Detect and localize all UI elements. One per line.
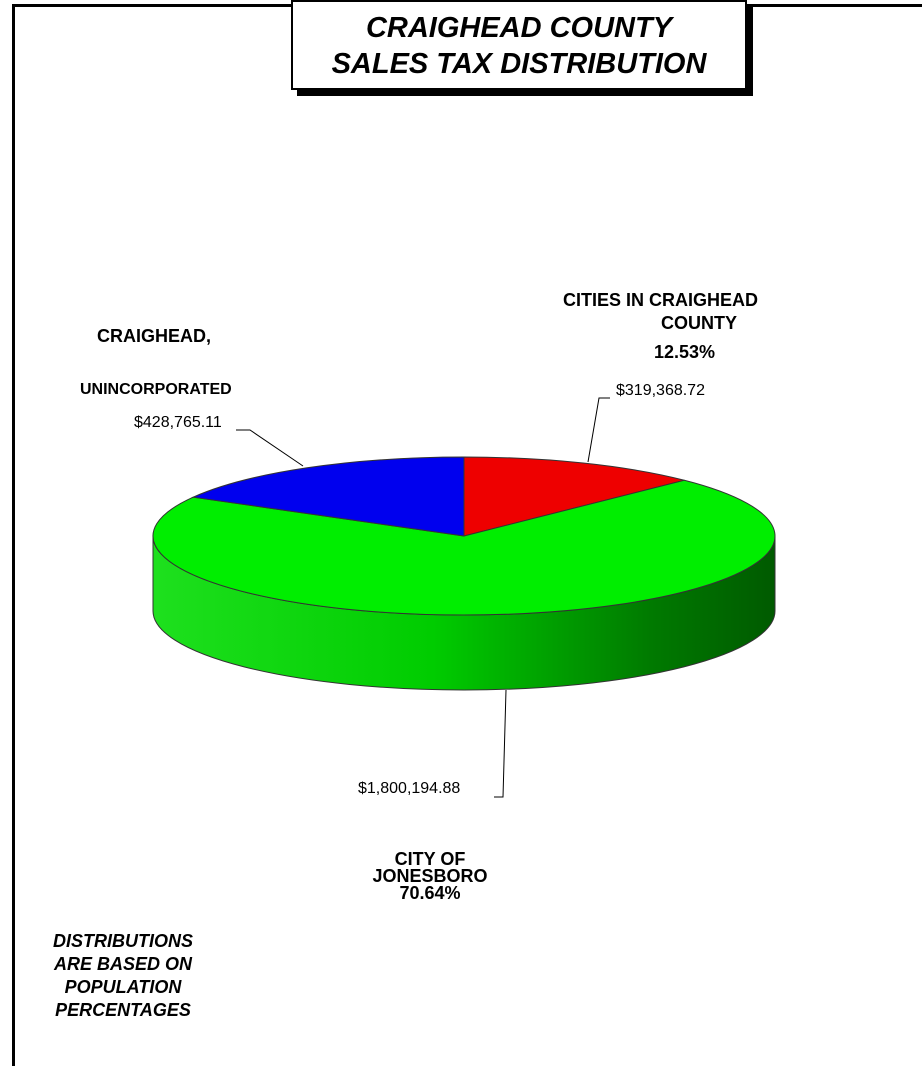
jonesboro-value-label: $1,800,194.88 <box>358 780 461 797</box>
title-line-1: CRAIGHEAD COUNTY <box>365 12 673 44</box>
pie-slice-3 <box>191 456 465 537</box>
note-line-1: DISTRIBUTIONS <box>52 931 193 951</box>
uninc-label-line-1: CRAIGHEAD, <box>97 326 212 346</box>
note-line-2: ARE BASED ON <box>53 954 192 974</box>
jonesboro-label-line-1: CITY OF <box>394 849 466 869</box>
title-box: CRAIGHEAD COUNTY SALES TAX DISTRIBUTION <box>291 0 747 90</box>
cities-leader-line <box>587 397 610 463</box>
cities-percent-label: 12.53% <box>654 342 716 362</box>
cities-value-label: $319,368.72 <box>616 382 705 399</box>
jonesboro-label-line-2: JONESBORO <box>372 866 488 886</box>
jonesboro-percent-label: 70.64% <box>399 883 461 903</box>
uninc-leader-line <box>236 429 304 467</box>
title-line-2: SALES TAX DISTRIBUTION <box>331 48 707 80</box>
uninc-value-label: $428,765.11 <box>134 414 222 431</box>
cities-label-line-1: CITIES IN CRAIGHEAD <box>563 290 759 310</box>
jonesboro-label: CITY OF JONESBORO 70.64% <box>330 849 530 903</box>
uninc-label-line-2: UNINCORPORATED <box>80 381 232 398</box>
note-line-4: PERCENTAGES <box>55 1000 191 1020</box>
jonesboro-leader-line <box>494 689 507 798</box>
note-line-3: POPULATION <box>64 977 182 997</box>
population-note: DISTRIBUTIONS ARE BASED ON POPULATION PE… <box>10 930 236 1022</box>
pie-slice-1 <box>463 456 685 537</box>
cities-label-line-2: COUNTY <box>661 313 737 333</box>
